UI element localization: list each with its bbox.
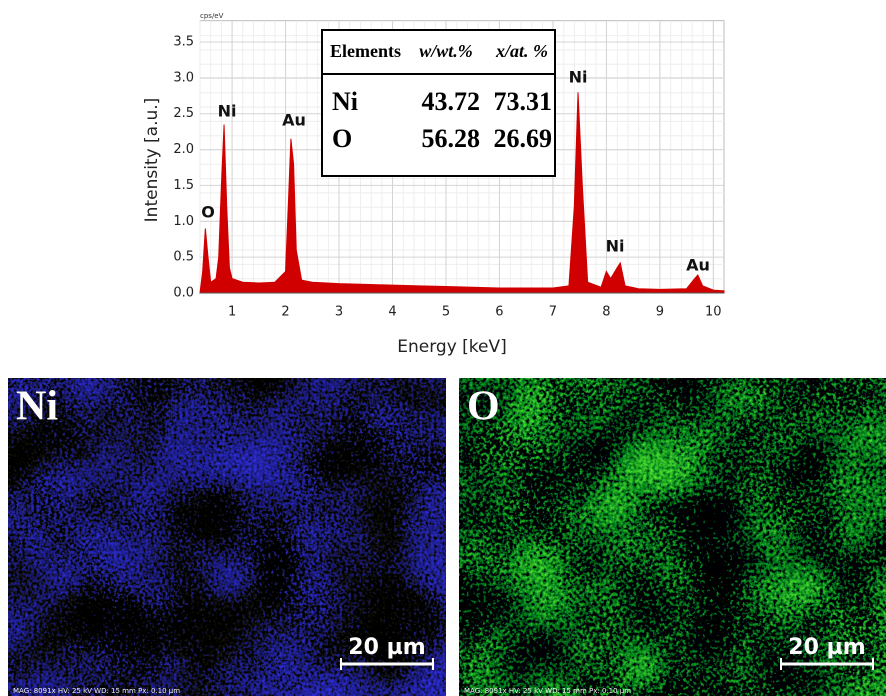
scale-bar-label: 20 µm bbox=[788, 635, 865, 660]
y-tick-label: 3.0 bbox=[173, 70, 194, 85]
table-cell: 43.72 bbox=[422, 87, 481, 116]
acquisition-info: MAG: 8091x HV: 25 kV WD: 15 mm Px: 0.10 … bbox=[13, 687, 180, 695]
peak-label: Ni bbox=[218, 102, 237, 121]
x-tick-label: 1 bbox=[228, 305, 236, 320]
peak-label: O bbox=[201, 203, 215, 222]
x-tick-label: 9 bbox=[656, 305, 664, 320]
peak-label: Au bbox=[686, 256, 710, 275]
table-cell: 26.69 bbox=[494, 124, 553, 153]
acquisition-info: MAG: 8091x HV: 25 kV WD: 15 mm Px: 0.10 … bbox=[464, 687, 631, 695]
x-tick-label: 5 bbox=[442, 305, 450, 320]
x-tick-label: 10 bbox=[705, 305, 722, 320]
ni-map bbox=[8, 378, 446, 696]
y-unit: cps/eV bbox=[200, 12, 224, 20]
scale-bar-label: 20 µm bbox=[348, 635, 425, 660]
x-tick-label: 3 bbox=[335, 305, 343, 320]
table-cell: Ni bbox=[332, 87, 358, 116]
table-header: x/at. % bbox=[495, 41, 548, 61]
x-tick-label: 6 bbox=[495, 305, 503, 320]
x-tick-label: 7 bbox=[549, 305, 557, 320]
peak-label: Au bbox=[282, 111, 306, 130]
map-label: O bbox=[467, 384, 500, 430]
table-box bbox=[321, 29, 556, 177]
y-tick-label: 3.5 bbox=[173, 35, 194, 50]
element-maps: Ni 20 µm MAG: 8091x HV: 25 kV WD: 15 mm Px… bbox=[8, 378, 886, 696]
spectrum-area bbox=[199, 92, 725, 294]
table-header: w/wt.% bbox=[419, 41, 473, 61]
x-tick-label: 4 bbox=[388, 305, 396, 320]
x-tick-label: 2 bbox=[281, 305, 289, 320]
map-label: Ni bbox=[16, 384, 58, 430]
peak-label: Ni bbox=[606, 237, 625, 256]
spectrum-chart: cps/eV Energy [keV] Intensity [a.u.] 0.0… bbox=[142, 12, 725, 357]
table-cell: 73.31 bbox=[494, 87, 553, 116]
o-map bbox=[459, 378, 886, 696]
x-tick-label: 8 bbox=[602, 305, 610, 320]
y-tick-label: 1.0 bbox=[173, 214, 194, 229]
table-cell: 56.28 bbox=[422, 124, 481, 153]
x-axis-label: Energy [keV] bbox=[397, 337, 507, 357]
y-tick-label: 0.0 bbox=[173, 286, 194, 301]
table-cell: O bbox=[332, 124, 352, 153]
y-tick-label: 1.5 bbox=[173, 178, 194, 193]
y-tick-label: 2.0 bbox=[173, 142, 194, 157]
y-axis-label: Intensity [a.u.] bbox=[142, 98, 162, 223]
y-tick-label: 2.5 bbox=[173, 106, 194, 121]
y-tick-label: 0.5 bbox=[173, 250, 194, 265]
peak-label: Ni bbox=[569, 68, 588, 87]
table-header: Elements bbox=[330, 41, 401, 61]
